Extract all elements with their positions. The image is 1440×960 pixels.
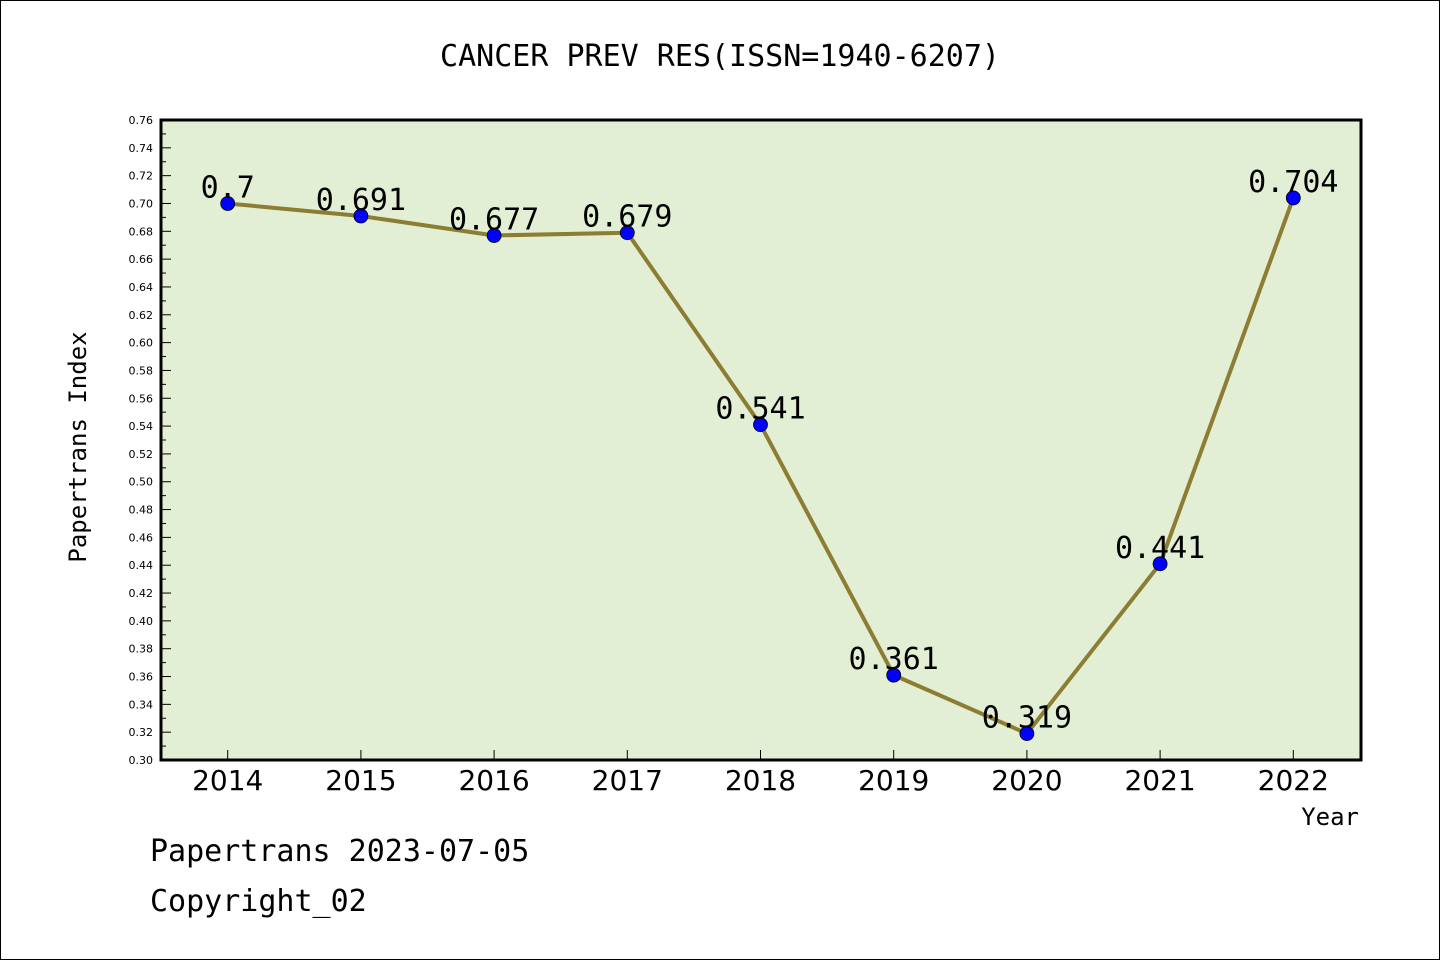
data-point (353, 208, 369, 224)
y-axis-label: Papertrans Index (64, 331, 92, 562)
data-point (1019, 726, 1035, 741)
y-tick-label: 0.76 (129, 114, 154, 127)
y-tick-label: 0.66 (129, 253, 154, 266)
y-tick-label: 0.68 (129, 225, 154, 238)
plot-area (159, 118, 1363, 762)
data-point (753, 417, 768, 433)
y-tick-label: 0.58 (129, 364, 154, 377)
y-tick-label: 0.38 (129, 643, 154, 656)
data-label: 0.704 (1248, 165, 1338, 200)
data-label: 0.691 (316, 183, 406, 218)
x-tick-label: 2020 (991, 764, 1062, 797)
y-tick-label: 0.64 (129, 281, 154, 294)
y-axis: 0.30 0.32 0.34 0.36 0.38 0.40 0.42 0.44 0.46 0.48… (129, 114, 171, 767)
series-group: 0.7 0.691 0.677 0.679 0.541 0.361 0.319 0.441 0.… (201, 165, 1338, 741)
y-tick-label: 0.62 (129, 309, 154, 322)
x-axis: 2014 2015 2016 2017 2018 2019 2020 2021 2022 (192, 750, 1329, 797)
x-tick-label: 2014 (192, 764, 263, 797)
y-tick-label: 0.74 (129, 142, 154, 155)
y-tick-label: 0.60 (129, 337, 154, 350)
data-point (619, 225, 635, 241)
footer-copyright: Copyright_02 (150, 884, 367, 919)
x-tick-label: 2016 (458, 764, 529, 797)
data-point (1152, 556, 1168, 572)
y-tick-label: 0.42 (129, 587, 154, 600)
data-label: 0.679 (582, 200, 672, 235)
data-label: 0.541 (715, 392, 805, 427)
y-tick-label: 0.46 (129, 531, 154, 544)
y-tick-label: 0.54 (129, 420, 154, 433)
x-tick-label: 2022 (1258, 764, 1329, 797)
data-label: 0.7 (201, 170, 255, 205)
x-tick-label: 2018 (725, 764, 796, 797)
y-tick-label: 0.44 (129, 559, 154, 572)
y-tick-label: 0.50 (129, 476, 154, 489)
data-label: 0.319 (982, 701, 1072, 736)
y-tick-label: 0.30 (129, 754, 154, 767)
y-tick-label: 0.52 (129, 448, 154, 461)
data-label: 0.441 (1115, 531, 1205, 566)
data-point (1285, 190, 1301, 206)
data-label: 0.361 (849, 642, 939, 677)
y-tick-label: 0.40 (129, 615, 154, 628)
data-point (220, 196, 236, 211)
data-point (486, 228, 502, 243)
y-tick-label: 0.72 (129, 170, 154, 183)
data-point (886, 667, 902, 683)
footer-date: Papertrans 2023-07-05 (150, 834, 530, 869)
x-tick-label: 2017 (592, 764, 663, 797)
y-tick-label: 0.32 (129, 726, 154, 739)
data-label: 0.677 (449, 202, 539, 237)
x-tick-label: 2015 (325, 764, 396, 797)
y-tick-label: 0.36 (129, 671, 154, 684)
y-tick-label: 0.70 (129, 197, 154, 210)
x-axis-label: Year (1301, 803, 1359, 831)
y-tick-label: 0.34 (129, 698, 154, 711)
x-tick-label: 2019 (858, 764, 929, 797)
x-tick-label: 2021 (1124, 764, 1195, 797)
y-tick-label: 0.56 (129, 392, 154, 405)
chart-title: CANCER PREV RES(ISSN=1940-6207) (440, 39, 1000, 74)
y-tick-label: 0.48 (129, 504, 154, 517)
